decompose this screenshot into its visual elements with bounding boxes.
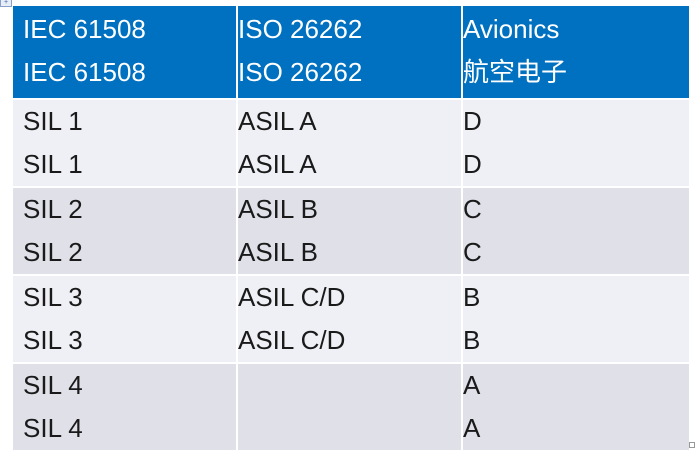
header-cell-iso: ISO 26262 ISO 26262 xyxy=(236,6,462,99)
header-en: IEC 61508 xyxy=(23,14,146,44)
header-zh: ISO 26262 xyxy=(238,57,363,87)
table-move-handle-icon[interactable]: + xyxy=(0,0,12,7)
header-zh: 航空电子 xyxy=(463,57,568,87)
cell-text: ASIL B xyxy=(238,194,318,224)
cell-text: ASIL C/D xyxy=(238,325,346,355)
cell-text: A xyxy=(463,370,481,400)
cell-text: SIL 4 xyxy=(23,413,83,443)
cell-text: SIL 1 xyxy=(23,149,83,179)
cell-text: SIL 3 xyxy=(23,282,83,312)
cell-text: ASIL A xyxy=(238,149,317,179)
cell-asil: ASIL C/D ASIL C/D xyxy=(236,275,462,363)
cell-text: ASIL B xyxy=(238,237,318,267)
cell-asil: ASIL A ASIL A xyxy=(236,99,462,187)
cell-text: B xyxy=(463,325,481,355)
cell-asil: ASIL B ASIL B xyxy=(236,187,462,275)
cell-sil: SIL 2 SIL 2 xyxy=(13,187,237,275)
header-en: ISO 26262 xyxy=(238,14,363,44)
table-resize-handle[interactable] xyxy=(689,442,695,448)
cell-sil: SIL 4 SIL 4 xyxy=(13,363,237,451)
cell-text: C xyxy=(463,237,482,267)
cell-text: ASIL A xyxy=(238,106,317,136)
safety-levels-table: IEC 61508 IEC 61508 ISO 26262 ISO 26262 Av… xyxy=(13,6,689,452)
cell-text: ASIL C/D xyxy=(238,282,346,312)
cell-text: SIL 2 xyxy=(23,194,83,224)
cell-text: SIL 1 xyxy=(23,106,83,136)
cell-text: D xyxy=(463,106,482,136)
cell-sil: SIL 3 SIL 3 xyxy=(13,275,237,363)
header-en: Avionics xyxy=(463,14,560,44)
cell-text: A xyxy=(463,413,481,443)
cell-text: D xyxy=(463,149,482,179)
cell-text: SIL 4 xyxy=(23,370,83,400)
header-cell-iec: IEC 61508 IEC 61508 xyxy=(13,6,237,99)
cell-text: B xyxy=(463,282,481,312)
cell-asil xyxy=(236,363,462,451)
cell-text: C xyxy=(463,194,482,224)
header-zh: IEC 61508 xyxy=(23,57,146,87)
cell-text xyxy=(238,364,461,407)
table-header-row: IEC 61508 IEC 61508 ISO 26262 ISO 26262 Av… xyxy=(13,6,689,99)
cell-text: SIL 2 xyxy=(23,237,83,267)
header-cell-avionics: Avionics 航空电子 xyxy=(461,6,689,99)
cell-sil: SIL 1 SIL 1 xyxy=(13,99,237,187)
cell-text xyxy=(238,407,461,450)
cell-text: SIL 3 xyxy=(23,325,83,355)
